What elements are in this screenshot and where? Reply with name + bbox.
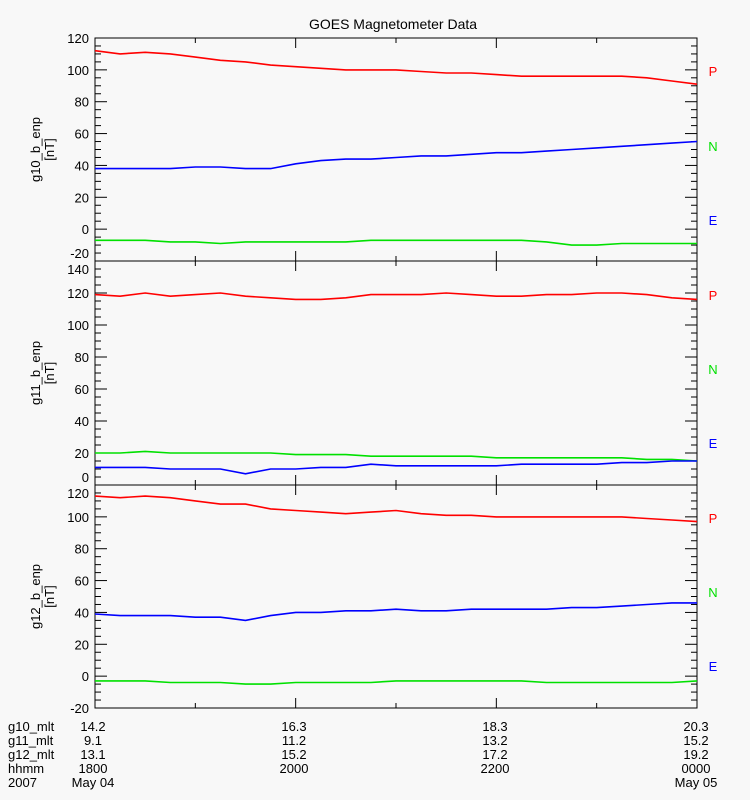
time-row-label: g12_mlt xyxy=(8,747,55,762)
y-tick-label: 0 xyxy=(82,470,89,485)
time-row-value: 20.3 xyxy=(683,719,708,734)
time-axis-row: g10_mlt 14.2 16.3 18.3 20.3 xyxy=(8,719,709,734)
legend-P: P xyxy=(709,288,718,303)
legend-E: E xyxy=(709,659,718,674)
y-tick-label: 120 xyxy=(67,486,89,501)
time-axis-row: g11_mlt 9.1 11.2 13.2 15.2 xyxy=(8,733,709,748)
time-row-value: 14.2 xyxy=(80,719,105,734)
series-P-line xyxy=(94,292,698,301)
y-tick-label: 100 xyxy=(67,63,89,78)
series-E-line xyxy=(95,140,698,170)
y-tick-label: 100 xyxy=(67,318,89,333)
y-tick-label: -20 xyxy=(70,701,89,716)
time-row-value: 16.3 xyxy=(281,719,306,734)
y-axis-label: g11_b_enp xyxy=(28,341,43,405)
legend-E: E xyxy=(709,436,718,451)
time-row-value: 15.2 xyxy=(683,733,708,748)
series-P-line xyxy=(94,495,698,523)
panel-frame xyxy=(94,37,698,262)
legend-N: N xyxy=(708,139,717,154)
y-axis-unit: [nT] xyxy=(42,362,57,384)
y-tick-label: 60 xyxy=(75,574,89,589)
chart-title: GOES Magnetometer Data xyxy=(309,16,477,32)
time-axis-row: hhmm 1800 2000 2200 0000 xyxy=(8,761,710,776)
legend-P: P xyxy=(709,511,718,526)
time-row-value: 2200 xyxy=(481,761,510,776)
y-tick-label: 80 xyxy=(75,95,89,110)
series-N-line xyxy=(95,680,698,685)
time-row-value: 0000 xyxy=(682,761,711,776)
y-tick-label: 20 xyxy=(75,446,89,461)
series-P-line xyxy=(94,49,698,85)
series-N-line xyxy=(95,239,697,246)
y-tick-label: 20 xyxy=(75,637,89,652)
y-tick-label: 0 xyxy=(82,222,89,237)
time-row-value: 9.1 xyxy=(84,733,102,748)
y-axis-unit: [nT] xyxy=(42,585,57,607)
y-tick-label: 60 xyxy=(75,382,89,397)
y-axis-unit: [nT] xyxy=(42,138,57,160)
time-axis-row: 2007 May 04 May 05 xyxy=(8,775,717,790)
y-tick-label: 60 xyxy=(75,127,89,142)
legend-P: P xyxy=(709,64,718,79)
panel-3: -20 0 20 40 60 80 100 120 g12_b_enp [nT] P N E xyxy=(28,484,718,716)
y-tick-label: 40 xyxy=(75,605,89,620)
y-tick-label: 40 xyxy=(75,414,89,429)
y-tick-label: 80 xyxy=(75,350,89,365)
time-row-label: 2007 xyxy=(8,775,37,790)
time-row-label: hhmm xyxy=(8,761,44,776)
panel-1: -20 0 20 40 60 80 100 120 g10_b_enp [nT] P N E xyxy=(28,31,718,262)
y-axis-label: g10_b_enp xyxy=(28,117,43,182)
time-row-value: 19.2 xyxy=(683,747,708,762)
y-tick-label: 120 xyxy=(67,286,89,301)
time-row-value: 15.2 xyxy=(281,747,306,762)
time-row-value: May 05 xyxy=(675,775,718,790)
time-row-value: 13.1 xyxy=(80,747,105,762)
y-tick-label: -20 xyxy=(70,246,89,261)
time-row-value: 1800 xyxy=(79,761,108,776)
y-axis-label: g12_b_enp xyxy=(28,564,43,629)
y-tick-label: 100 xyxy=(67,510,89,525)
time-row-label: g10_mlt xyxy=(8,719,55,734)
panel-2: 0 20 40 60 80 100 120 140 g11_b_enp [nT] P N E xyxy=(28,260,718,486)
legend-N: N xyxy=(708,362,717,377)
y-tick-label: 20 xyxy=(75,190,89,205)
y-tick-label: 120 xyxy=(67,31,89,46)
time-row-value: 2000 xyxy=(280,761,309,776)
time-row-value: 13.2 xyxy=(482,733,507,748)
time-row-value: 11.2 xyxy=(282,733,306,748)
series-N-line xyxy=(95,450,698,462)
legend-E: E xyxy=(709,213,718,228)
y-tick-label: 140 xyxy=(67,262,89,277)
series-E-line xyxy=(94,602,697,622)
y-tick-label: 80 xyxy=(75,542,89,557)
time-row-value: May 04 xyxy=(72,775,115,790)
panel-frame xyxy=(94,484,698,709)
series-E-line xyxy=(95,460,697,475)
y-tick-label: 40 xyxy=(75,158,89,173)
legend-N: N xyxy=(708,585,717,600)
y-tick-label: 0 xyxy=(82,669,89,684)
time-axis: g10_mlt 14.2 16.3 18.3 20.3 g11_mlt 9.1 11.2 13.… xyxy=(8,719,717,790)
time-row-value: 18.3 xyxy=(482,719,507,734)
time-row-value: 17.2 xyxy=(482,747,507,762)
time-axis-row: g12_mlt 13.1 15.2 17.2 19.2 xyxy=(8,747,709,762)
time-row-label: g11_mlt xyxy=(8,733,54,748)
